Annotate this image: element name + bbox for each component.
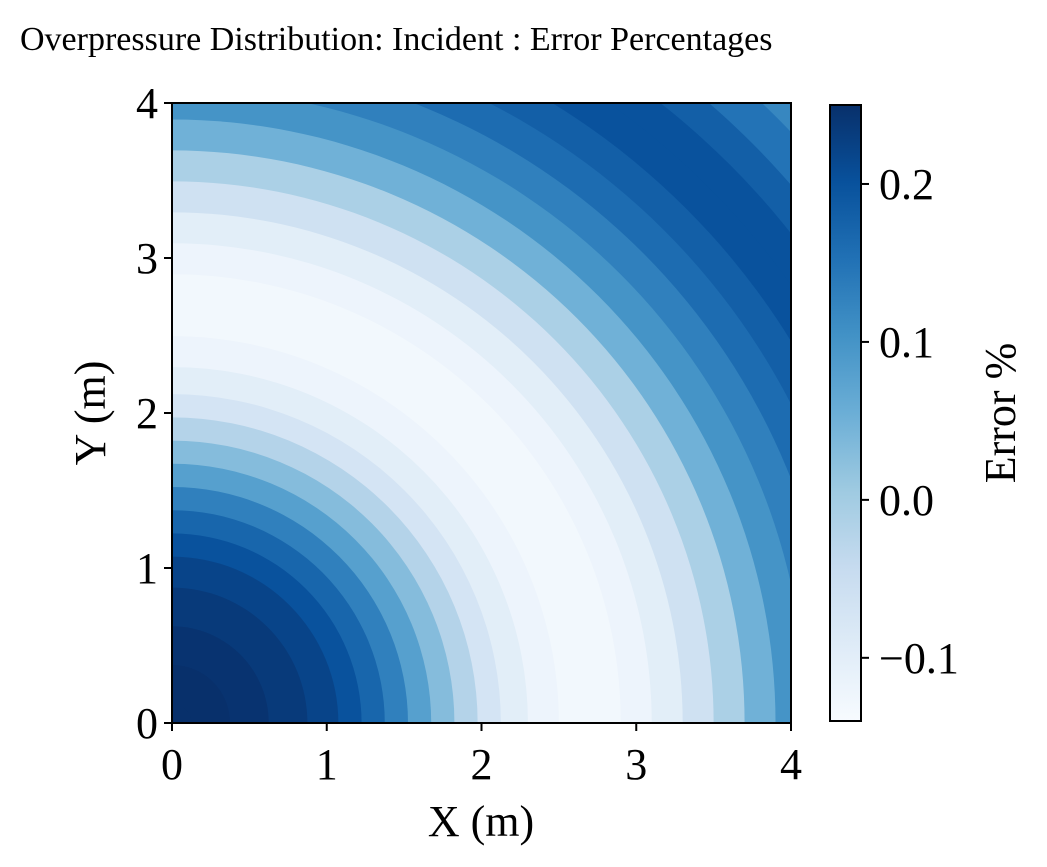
x-tick-label: 3 <box>625 740 647 789</box>
x-tick-label: 2 <box>471 740 493 789</box>
y-tick-label: 1 <box>136 544 158 593</box>
y-tick-label: 4 <box>136 79 158 128</box>
x-tick-label: 4 <box>780 740 802 789</box>
colorbar-tick-label: 0.1 <box>879 318 934 367</box>
x-axis-label: X (m) <box>428 797 534 846</box>
contour-ring <box>172 664 231 723</box>
colorbar-label: Error % <box>976 343 1025 484</box>
x-tick-label: 1 <box>316 740 338 789</box>
colorbar <box>829 104 862 722</box>
x-tick-label: 0 <box>161 740 183 789</box>
colorbar-tick-label: −0.1 <box>879 634 959 683</box>
colorbar-tick-label: 0.2 <box>879 160 934 209</box>
y-tick-label: 0 <box>136 699 158 748</box>
chart-title: Overpressure Distribution: Incident : Er… <box>20 21 772 58</box>
y-tick-label: 2 <box>136 389 158 438</box>
colorbar-tick-label: 0.0 <box>879 476 934 525</box>
y-tick-label: 3 <box>136 234 158 283</box>
contour-ring <box>172 703 192 723</box>
y-axis-label: Y (m) <box>66 361 115 466</box>
